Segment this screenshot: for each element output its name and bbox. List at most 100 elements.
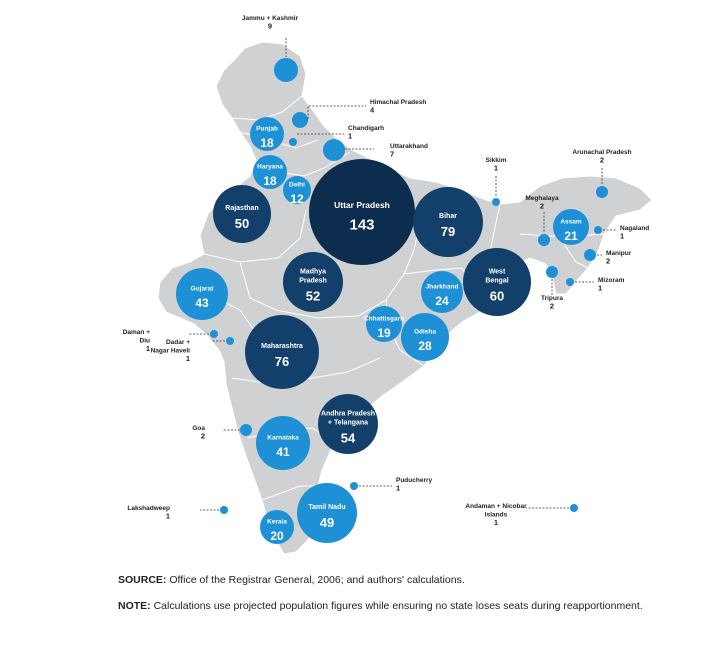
label-puducherry-value: 1 bbox=[396, 484, 400, 493]
label-kerala-value: 20 bbox=[270, 529, 284, 543]
label-goa-name: Goa bbox=[192, 425, 205, 432]
label-west-bengal-name: West bbox=[489, 269, 506, 276]
leader-lines bbox=[188, 38, 616, 511]
label-daman-diu-value: 1 bbox=[146, 344, 150, 353]
bubble-haryana bbox=[253, 155, 287, 189]
label-nagaland-name: Nagaland bbox=[620, 225, 649, 232]
label-madhya-pradesh-name: Pradesh bbox=[299, 278, 327, 285]
label-arunachal-pradesh-value: 2 bbox=[600, 156, 604, 165]
label-gujarat-name: Gujarat bbox=[191, 285, 215, 292]
label-sikkim-name: Sikkim bbox=[486, 157, 507, 164]
label-andaman-nicobar-value: 1 bbox=[494, 518, 498, 527]
bubble-madhya-pradesh bbox=[283, 252, 343, 312]
leader-himachal-pradesh bbox=[307, 105, 366, 119]
bubble-rajasthan bbox=[213, 185, 271, 243]
source-label: SOURCE: bbox=[118, 574, 167, 586]
label-west-bengal-value: 60 bbox=[490, 289, 504, 304]
bubble-nagaland bbox=[594, 226, 602, 234]
label-uttarakhand-value: 7 bbox=[390, 150, 394, 159]
label-mizoram-value: 1 bbox=[598, 284, 602, 293]
label-maharashtra-value: 76 bbox=[275, 354, 289, 369]
label-andhra-pradesh-telangana-name: + Telangana bbox=[328, 420, 368, 427]
source-text: Office of the Registrar General, 2006; a… bbox=[166, 574, 465, 586]
bubble-gujarat bbox=[176, 268, 228, 320]
label-rajasthan-name: Rajasthan bbox=[225, 205, 258, 212]
label-tamil-nadu-name: Tamil Nadu bbox=[308, 504, 345, 511]
label-jammu-kashmir-value: 9 bbox=[268, 22, 272, 31]
label-manipur-name: Manipur bbox=[606, 250, 632, 257]
label-sikkim-value: 1 bbox=[494, 164, 498, 173]
bubble-puducherry bbox=[350, 482, 358, 490]
label-jammu-kashmir-name: Jammu + Kashmir bbox=[242, 15, 299, 22]
label-himachal-pradesh-name: Himachal Pradesh bbox=[370, 99, 426, 106]
label-rajasthan-value: 50 bbox=[235, 216, 249, 231]
label-tamil-nadu-value: 49 bbox=[320, 515, 334, 530]
label-haryana-name: Haryana bbox=[257, 163, 283, 170]
label-kerala-name: Kerala bbox=[267, 518, 287, 525]
label-bihar-value: 79 bbox=[441, 224, 455, 239]
label-west-bengal-name: Bengal bbox=[485, 278, 508, 285]
label-mizoram-name: Mizoram bbox=[598, 277, 625, 284]
label-uttar-pradesh-value: 143 bbox=[349, 216, 374, 233]
label-himachal-pradesh-value: 4 bbox=[370, 106, 375, 115]
label-goa-value: 2 bbox=[201, 432, 205, 441]
bubble-jharkhand bbox=[421, 271, 463, 313]
label-madhya-pradesh-value: 52 bbox=[306, 289, 320, 304]
label-chandigarh-value: 1 bbox=[348, 132, 352, 141]
label-odisha-value: 28 bbox=[418, 339, 432, 353]
bubble-dadar-nagar-haveli bbox=[226, 337, 234, 345]
label-jharkhand-name: Jharkhand bbox=[426, 283, 459, 290]
source-note: SOURCE: Office of the Registrar General,… bbox=[118, 574, 465, 586]
label-andhra-pradesh-telangana-value: 54 bbox=[341, 431, 356, 446]
bubble-west-bengal bbox=[463, 248, 531, 316]
label-assam-value: 21 bbox=[564, 229, 578, 243]
seat-bubbles bbox=[176, 58, 608, 544]
bubble-chhattisgarh bbox=[366, 306, 402, 342]
bubble-mizoram bbox=[566, 278, 574, 286]
label-bihar-name: Bihar bbox=[439, 213, 457, 220]
label-assam-name: Assam bbox=[560, 218, 582, 225]
bubble-arunachal-pradesh bbox=[596, 186, 608, 198]
bubble-bihar bbox=[413, 187, 483, 257]
label-meghalaya-value: 2 bbox=[540, 202, 544, 211]
note-text: Calculations use projected population fi… bbox=[150, 600, 643, 612]
label-punjab-value: 18 bbox=[260, 136, 274, 150]
label-daman-diu-name: Diu bbox=[140, 338, 151, 345]
bubble-maharashtra bbox=[245, 315, 319, 389]
label-uttar-pradesh-name: Uttar Pradesh bbox=[334, 200, 390, 210]
label-gujarat-value: 43 bbox=[195, 296, 209, 310]
label-madhya-pradesh-name: Madhya bbox=[300, 269, 326, 276]
label-tripura-value: 2 bbox=[550, 302, 554, 311]
label-delhi-value: 12 bbox=[290, 192, 304, 206]
label-andhra-pradesh-telangana-name: Andhra Pradesh bbox=[321, 411, 375, 418]
label-nagaland-value: 1 bbox=[620, 232, 624, 241]
bubble-kerala bbox=[260, 510, 294, 544]
label-haryana-value: 18 bbox=[263, 174, 277, 188]
label-daman-diu-name: Daman + bbox=[123, 329, 150, 336]
bubble-tripura bbox=[546, 266, 558, 278]
bubble-punjab bbox=[250, 117, 284, 151]
bubble-delhi bbox=[283, 176, 311, 204]
bubble-odisha bbox=[401, 313, 449, 361]
label-lakshadweep-value: 1 bbox=[166, 512, 170, 521]
label-dadar-nagar-haveli-value: 1 bbox=[186, 354, 190, 363]
bubble-lakshadweep bbox=[220, 506, 228, 514]
bubble-andhra-pradesh-telangana bbox=[318, 394, 378, 454]
label-karnataka-name: Karnataka bbox=[267, 434, 299, 441]
label-lakshadweep-name: Lakshadweep bbox=[127, 505, 170, 512]
label-andaman-nicobar-name: Andaman + Nicobar bbox=[465, 503, 527, 510]
bubble-andaman-nicobar bbox=[570, 504, 578, 512]
label-dadar-nagar-haveli-name: Nagar Haveli bbox=[151, 348, 191, 355]
bubble-sikkim bbox=[492, 198, 500, 206]
bubble-karnataka bbox=[256, 416, 310, 470]
calculation-note: NOTE: Calculations use projected populat… bbox=[118, 600, 643, 612]
bubble-tamil-nadu bbox=[297, 483, 357, 543]
label-arunachal-pradesh-name: Arunachal Pradesh bbox=[572, 149, 631, 156]
label-maharashtra-name: Maharashtra bbox=[261, 343, 303, 350]
bubble-meghalaya bbox=[538, 234, 550, 246]
bubble-manipur bbox=[584, 249, 596, 261]
label-uttarakhand-name: Uttarakhand bbox=[390, 143, 428, 150]
label-andaman-nicobar-name: Islands bbox=[485, 512, 508, 519]
label-punjab-name: Punjab bbox=[256, 125, 278, 132]
